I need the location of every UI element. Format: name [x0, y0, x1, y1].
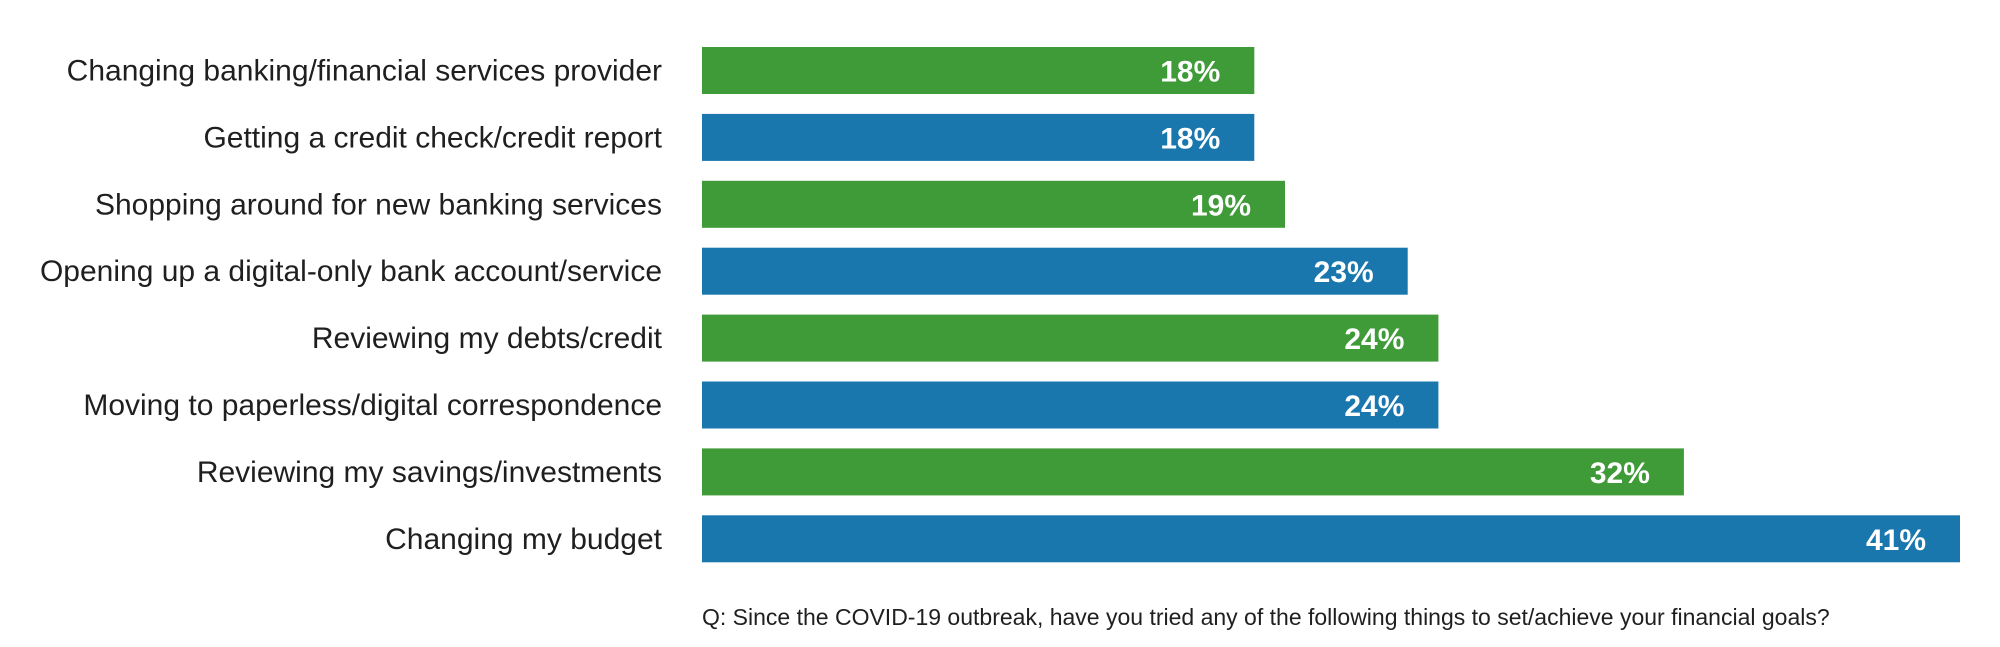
bar [702, 47, 1255, 94]
bar [702, 247, 1408, 295]
value-label: 41% [1866, 524, 1926, 557]
category-label: Changing banking/financial services prov… [67, 55, 662, 88]
bar [702, 180, 1285, 228]
category-label: Moving to paperless/digital corresponden… [83, 389, 662, 422]
value-label: 23% [1314, 256, 1374, 289]
bar [702, 448, 1684, 496]
category-label: Opening up a digital-only bank account/s… [40, 255, 662, 288]
bar [702, 113, 1255, 161]
value-label: 24% [1344, 390, 1404, 423]
category-label: Getting a credit check/credit report [203, 121, 662, 154]
category-label: Reviewing my debts/credit [312, 322, 663, 355]
value-label: 24% [1344, 323, 1404, 356]
category-label: Changing my budget [385, 523, 663, 556]
category-label: Shopping around for new banking services [95, 188, 662, 221]
bar [702, 381, 1439, 429]
value-label: 18% [1160, 56, 1220, 89]
category-label: Reviewing my savings/investments [197, 456, 662, 489]
value-label: 19% [1191, 189, 1251, 222]
question-footnote: Q: Since the COVID-19 outbreak, have you… [702, 604, 1830, 630]
bar [702, 314, 1439, 362]
bar [702, 515, 1960, 563]
value-label: 18% [1160, 122, 1220, 155]
value-label: 32% [1590, 457, 1650, 490]
